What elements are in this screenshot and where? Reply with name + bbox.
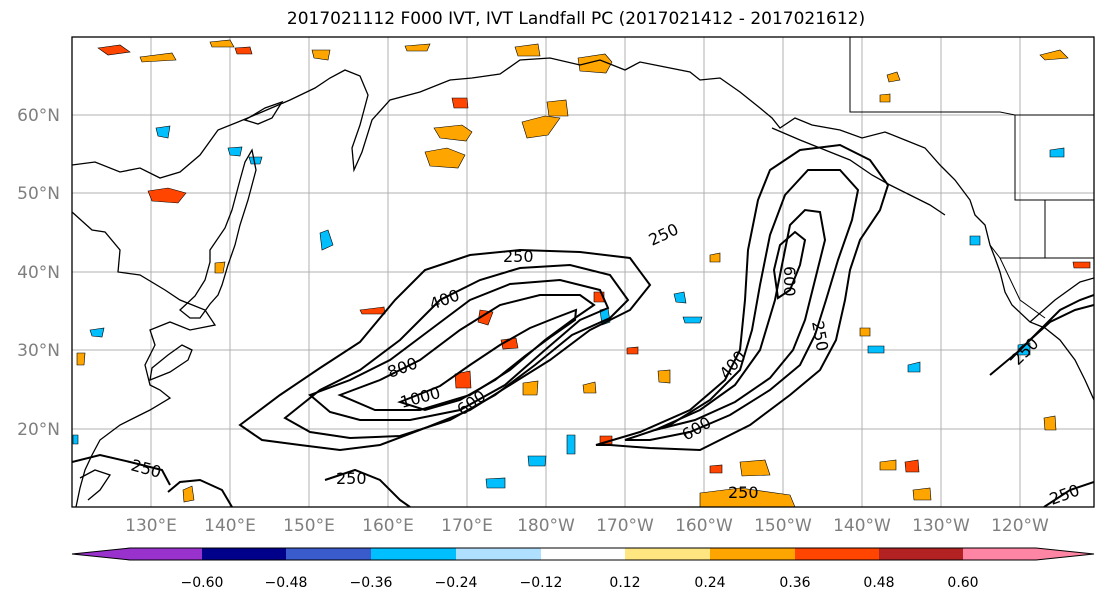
colorbar-segment <box>72 548 202 560</box>
colorbar-segment <box>202 548 286 560</box>
colorbar-tick-label: −0.60 <box>181 575 224 591</box>
colorbar-tick-label: 0.36 <box>779 575 810 591</box>
lon-label: 140°W <box>833 516 891 536</box>
lon-label: 160°W <box>675 516 733 536</box>
lon-label: 150°W <box>754 516 812 536</box>
lon-label: 170°E <box>441 516 493 536</box>
contour-label: 250 <box>728 483 759 502</box>
colorbar-tick-label: 0.60 <box>947 575 978 591</box>
lon-label: 150°E <box>283 516 335 536</box>
latitude-labels: 60°N 50°N 40°N 30°N 20°N <box>17 106 60 440</box>
colorbar-segment <box>456 548 541 560</box>
map-title: 2017021112 F000 IVT, IVT Landfall PC (20… <box>286 9 866 29</box>
contour-label: 600 <box>780 266 799 297</box>
colorbar-tick-label: −0.24 <box>435 575 478 591</box>
colorbar-segment <box>625 548 710 560</box>
colorbar-tick-label: 0.12 <box>609 575 640 591</box>
ivt-shading <box>72 39 1091 507</box>
lon-label: 120°W <box>991 516 1049 536</box>
ivt-contours <box>72 143 1094 507</box>
colorbar-tick-label: −0.12 <box>520 575 563 591</box>
colorbar-segment <box>879 548 963 560</box>
lon-label: 180°W <box>517 516 575 536</box>
graticule <box>72 37 1094 507</box>
lat-label: 60°N <box>17 106 60 126</box>
lat-label: 40°N <box>17 263 60 283</box>
colorbar-tick-label: −0.36 <box>350 575 393 591</box>
contour-label: 250 <box>503 247 534 266</box>
colorbar-segment <box>286 548 371 560</box>
colorbar-segment <box>795 548 879 560</box>
colorbar-segment <box>371 548 456 560</box>
coastlines <box>72 57 1094 507</box>
lat-label: 30°N <box>17 341 60 361</box>
colorbar-tick-label: 0.48 <box>863 575 894 591</box>
contour-label: 250 <box>336 469 367 488</box>
colorbar-segment <box>710 548 795 560</box>
political-borders <box>849 37 1094 319</box>
lon-label: 130°E <box>125 516 177 536</box>
colorbar-tick-labels: −0.60 −0.48 −0.36 −0.24 −0.12 0.12 0.24 … <box>181 575 979 591</box>
colorbar-tick-label: −0.48 <box>265 575 308 591</box>
lat-label: 50°N <box>17 184 60 204</box>
lon-label: 170°W <box>596 516 654 536</box>
lon-label: 160°E <box>362 516 414 536</box>
colorbar-segment <box>963 548 1094 560</box>
lon-label: 130°W <box>912 516 970 536</box>
colorbar-segments <box>71 547 1095 561</box>
colorbar-outline <box>71 547 1095 561</box>
map-frame <box>71 36 1095 508</box>
lon-label: 140°E <box>204 516 256 536</box>
colorbar-tick-label: 0.24 <box>694 575 725 591</box>
colorbar-segment <box>541 548 625 560</box>
lat-label: 20°N <box>17 420 60 440</box>
longitude-labels: 130°E 140°E 150°E 160°E 170°E 180°W 170°… <box>125 516 1049 536</box>
